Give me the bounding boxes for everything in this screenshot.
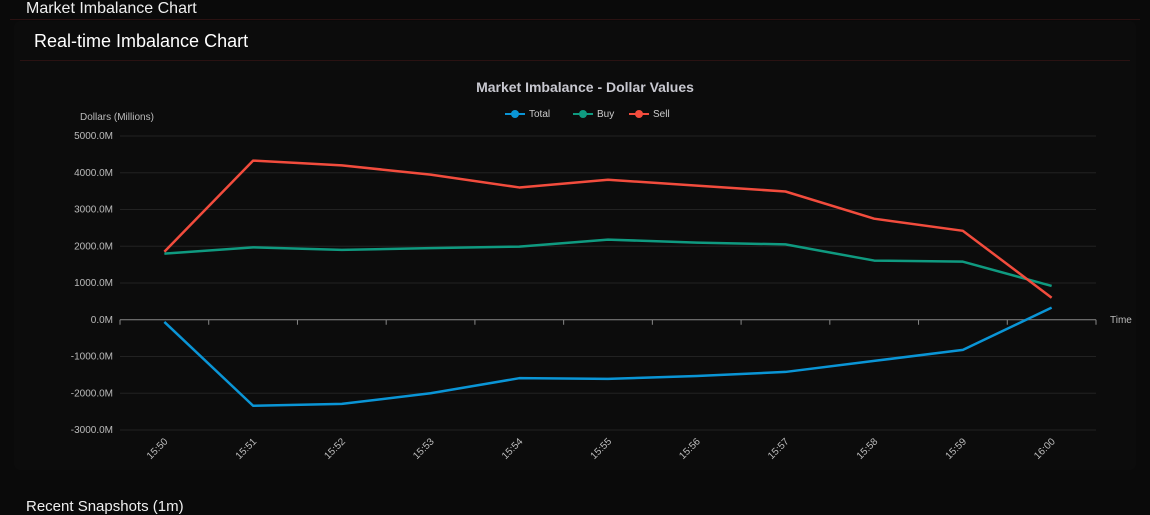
legend-marker-buy [579,110,587,118]
y-tick-label: 3000.0M [74,205,113,216]
y-tick-label: 0.0M [91,315,113,326]
y-tick-label: -1000.0M [71,352,113,363]
y-axis-label: Dollars (Millions) [80,112,154,123]
x-tick-label: 15:52 [322,436,348,462]
series-line-sell [164,161,1051,298]
x-tick-label: 15:55 [589,436,615,462]
x-tick-label: 15:59 [944,436,970,462]
y-tick-label: 5000.0M [74,131,113,142]
recent-snapshots-title: Recent Snapshots (1m) [26,498,184,515]
y-tick-label: 1000.0M [74,278,113,289]
y-tick-label: 4000.0M [74,168,113,179]
y-tick-label: 2000.0M [74,241,113,252]
x-tick-label: 15:56 [677,436,703,462]
x-tick-label: 15:54 [500,436,526,462]
legend-label-buy: Buy [597,109,614,120]
legend-marker-sell [635,110,643,118]
x-tick-label: 15:53 [411,436,437,462]
y-tick-label: -3000.0M [71,425,113,436]
x-tick-label: 15:50 [145,436,171,462]
chart-title: Market Imbalance - Dollar Values [476,79,694,95]
x-axis-label: Time [1110,315,1132,326]
x-tick-label: 15:51 [234,436,260,462]
legend-label-total: Total [529,109,550,120]
legend-marker-total [511,110,519,118]
x-tick-label: 16:00 [1032,436,1058,462]
x-tick-label: 15:57 [766,436,792,462]
y-tick-label: -2000.0M [71,388,113,399]
legend-label-sell: Sell [653,109,670,120]
x-tick-label: 15:58 [855,436,881,462]
